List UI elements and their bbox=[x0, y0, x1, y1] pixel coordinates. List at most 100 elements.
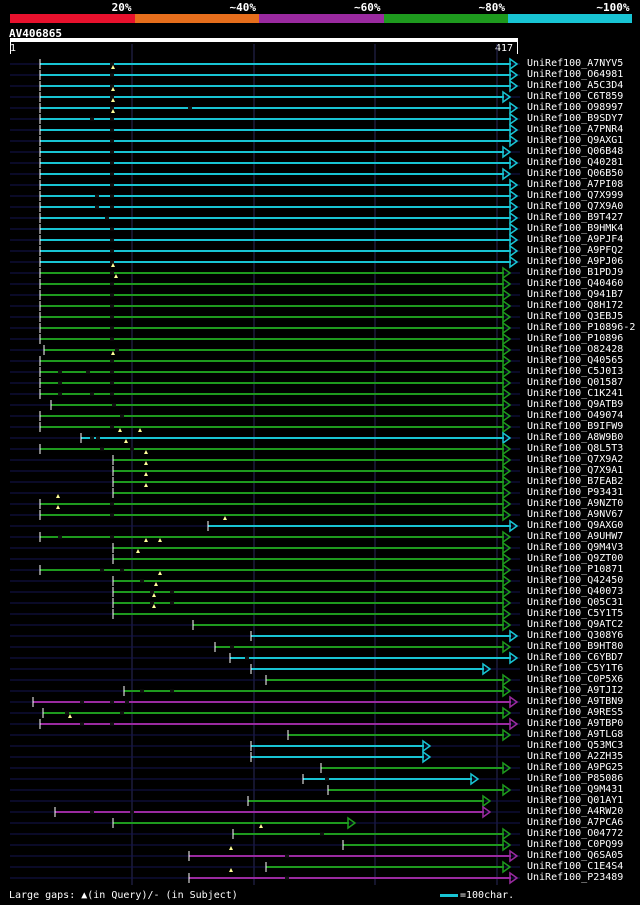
hit-label[interactable]: UniRef100_C6T859 bbox=[527, 91, 624, 102]
hit-end-arrow bbox=[502, 387, 512, 401]
hit-end-arrow bbox=[502, 761, 512, 775]
hit-label[interactable]: UniRef100_Q9AXG0 bbox=[527, 520, 624, 531]
hit-end-arrow bbox=[509, 200, 519, 214]
hit-label[interactable]: UniRef100_A9PJ06 bbox=[527, 256, 624, 267]
hit-label[interactable]: UniRef100_Q9M431 bbox=[527, 784, 624, 795]
hit-label[interactable]: UniRef100_A9TBN9 bbox=[527, 696, 624, 707]
hit-label[interactable]: UniRef100_O04772 bbox=[527, 828, 624, 839]
hit-label[interactable]: UniRef100_B9T427 bbox=[527, 212, 624, 223]
hit-label[interactable]: UniRef100_Q7X9A2 bbox=[527, 454, 624, 465]
hit-label[interactable]: UniRef100_P10896 bbox=[527, 333, 624, 344]
ruler-tick-start bbox=[10, 42, 11, 54]
hit-label[interactable]: UniRef100_Q53MC3 bbox=[527, 740, 624, 751]
query-gap-triangle bbox=[229, 868, 233, 872]
hit-label[interactable]: UniRef100_Q941B7 bbox=[527, 289, 624, 300]
legend-color-2 bbox=[259, 14, 384, 23]
hit-label[interactable]: UniRef100_C5J0I3 bbox=[527, 366, 624, 377]
hit-label[interactable]: UniRef100_A7PNR4 bbox=[527, 124, 624, 135]
query-gap-triangle bbox=[111, 65, 115, 69]
hit-label[interactable]: UniRef100_C1E4S4 bbox=[527, 861, 624, 872]
hit-label[interactable]: UniRef100_B9IFW9 bbox=[527, 421, 624, 432]
hit-label[interactable]: UniRef100_A9PFQ2 bbox=[527, 245, 624, 256]
hit-label[interactable]: UniRef100_Q42450 bbox=[527, 575, 624, 586]
hit-end-arrow bbox=[502, 607, 512, 621]
hit-label[interactable]: UniRef100_Q7X9A1 bbox=[527, 465, 624, 476]
hit-label[interactable]: UniRef100_Q8H172 bbox=[527, 300, 624, 311]
hit-label[interactable]: UniRef100_O82428 bbox=[527, 344, 624, 355]
query-gap-triangle bbox=[138, 428, 142, 432]
query-gap-triangle bbox=[158, 571, 162, 575]
hit-label[interactable]: UniRef100_P10871 bbox=[527, 564, 624, 575]
hit-label[interactable]: UniRef100_O49074 bbox=[527, 410, 624, 421]
hit-label[interactable]: UniRef100_Q3EBJ5 bbox=[527, 311, 624, 322]
hit-label[interactable]: UniRef100_A2ZH35 bbox=[527, 751, 624, 762]
hit-label[interactable]: UniRef100_Q06B48 bbox=[527, 146, 624, 157]
ruler-end-label: 417 bbox=[495, 43, 514, 54]
hit-label[interactable]: UniRef100_Q9ATC2 bbox=[527, 619, 624, 630]
hit-end-arrow bbox=[502, 618, 512, 632]
hit-label[interactable]: UniRef100_Q9ATB9 bbox=[527, 399, 624, 410]
hit-label[interactable]: UniRef100_Q7X999 bbox=[527, 190, 624, 201]
hit-end-arrow bbox=[502, 145, 512, 159]
hit-end-arrow bbox=[502, 486, 512, 500]
hit-label[interactable]: UniRef100_A7PCA6 bbox=[527, 817, 624, 828]
hit-label[interactable]: UniRef100_C0PQ99 bbox=[527, 839, 624, 850]
hit-label[interactable]: UniRef100_B1PDJ9 bbox=[527, 267, 624, 278]
hit-end-arrow bbox=[502, 277, 512, 291]
hit-label[interactable]: UniRef100_C5Y1T6 bbox=[527, 663, 624, 674]
hit-label[interactable]: UniRef100_P23489 bbox=[527, 872, 624, 883]
hit-label[interactable]: UniRef100_A9RES5 bbox=[527, 707, 624, 718]
hit-label[interactable]: UniRef100_P10896-2 bbox=[527, 322, 636, 333]
hit-label[interactable]: UniRef100_A9TLG8 bbox=[527, 729, 624, 740]
hit-label[interactable]: UniRef100_B7EAB2 bbox=[527, 476, 624, 487]
hit-label[interactable]: UniRef100_A9NZT0 bbox=[527, 498, 624, 509]
hit-label[interactable]: UniRef100_Q6SA05 bbox=[527, 850, 624, 861]
hit-label[interactable]: UniRef100_Q01587 bbox=[527, 377, 624, 388]
query-gap-triangle bbox=[223, 516, 227, 520]
hit-label[interactable]: UniRef100_Q9M4V3 bbox=[527, 542, 624, 553]
query-gap-triangle bbox=[118, 428, 122, 432]
hit-label[interactable]: UniRef100_Q9ZT00 bbox=[527, 553, 624, 564]
hit-label[interactable]: UniRef100_Q308Y6 bbox=[527, 630, 624, 641]
hit-label[interactable]: UniRef100_Q01AY1 bbox=[527, 795, 624, 806]
hit-label[interactable]: UniRef100_A9NV67 bbox=[527, 509, 624, 520]
hit-label[interactable]: UniRef100_Q40565 bbox=[527, 355, 624, 366]
hit-label[interactable]: UniRef100_Q06B50 bbox=[527, 168, 624, 179]
hit-label[interactable]: UniRef100_Q40073 bbox=[527, 586, 624, 597]
hit-end-arrow bbox=[509, 717, 519, 731]
hit-end-arrow bbox=[470, 772, 480, 786]
hit-end-arrow bbox=[502, 552, 512, 566]
hit-label[interactable]: UniRef100_A9UHW7 bbox=[527, 531, 624, 542]
hit-label[interactable]: UniRef100_Q7X9A0 bbox=[527, 201, 624, 212]
hit-label[interactable]: UniRef100_C1K241 bbox=[527, 388, 624, 399]
hit-label[interactable]: UniRef100_A4RW20 bbox=[527, 806, 624, 817]
hit-label[interactable]: UniRef100_A9TJI2 bbox=[527, 685, 624, 696]
hit-label[interactable]: UniRef100_Q8L5T3 bbox=[527, 443, 624, 454]
hit-end-arrow bbox=[509, 101, 519, 115]
hit-label[interactable]: UniRef100_B9HT80 bbox=[527, 641, 624, 652]
hit-label[interactable]: UniRef100_A9TBP0 bbox=[527, 718, 624, 729]
hit-label[interactable]: UniRef100_A8W9B0 bbox=[527, 432, 624, 443]
hit-label[interactable]: UniRef100_P93431 bbox=[527, 487, 624, 498]
hit-label[interactable]: UniRef100_Q40460 bbox=[527, 278, 624, 289]
hit-label[interactable]: UniRef100_A9PJF4 bbox=[527, 234, 624, 245]
hit-label[interactable]: UniRef100_C5Y1T5 bbox=[527, 608, 624, 619]
hit-label[interactable]: UniRef100_O64981 bbox=[527, 69, 624, 80]
query-gap-triangle bbox=[114, 274, 118, 278]
hit-label[interactable]: UniRef100_P85086 bbox=[527, 773, 624, 784]
hit-label[interactable]: UniRef100_Q05C31 bbox=[527, 597, 624, 608]
hit-label[interactable]: UniRef100_A7PI08 bbox=[527, 179, 624, 190]
hit-end-arrow bbox=[502, 288, 512, 302]
hit-label[interactable]: UniRef100_B9SDY7 bbox=[527, 113, 624, 124]
hit-label[interactable]: UniRef100_A5C3D4 bbox=[527, 80, 624, 91]
hit-label[interactable]: UniRef100_B9HMK4 bbox=[527, 223, 624, 234]
hit-label[interactable]: UniRef100_A9PG25 bbox=[527, 762, 624, 773]
hit-label[interactable]: UniRef100_Q9AXG1 bbox=[527, 135, 624, 146]
hit-label[interactable]: UniRef100_Q40281 bbox=[527, 157, 624, 168]
hit-end-arrow bbox=[502, 860, 512, 874]
hit-label[interactable]: UniRef100_C6YBD7 bbox=[527, 652, 624, 663]
hit-label[interactable]: UniRef100_C0P5X6 bbox=[527, 674, 624, 685]
hit-end-arrow bbox=[502, 365, 512, 379]
hit-label[interactable]: UniRef100_O98997 bbox=[527, 102, 624, 113]
hit-label[interactable]: UniRef100_A7NYV5 bbox=[527, 58, 624, 69]
